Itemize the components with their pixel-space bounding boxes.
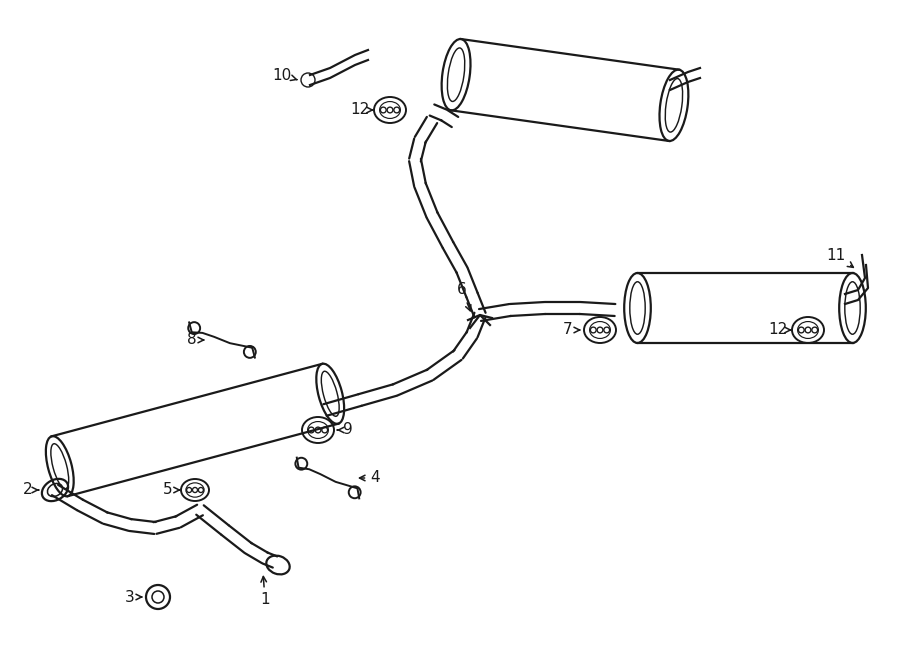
Text: 11: 11: [826, 247, 853, 268]
Text: 6: 6: [457, 282, 471, 311]
Text: 7: 7: [563, 323, 580, 338]
Text: 1: 1: [260, 576, 270, 607]
Text: 10: 10: [273, 67, 297, 83]
Text: 2: 2: [23, 483, 39, 498]
Text: 12: 12: [350, 102, 373, 118]
Text: 5: 5: [163, 483, 179, 498]
Text: 12: 12: [769, 323, 791, 338]
Text: 9: 9: [338, 422, 353, 438]
Text: 4: 4: [359, 471, 380, 485]
Text: 3: 3: [125, 590, 141, 605]
Text: 8: 8: [187, 332, 203, 348]
